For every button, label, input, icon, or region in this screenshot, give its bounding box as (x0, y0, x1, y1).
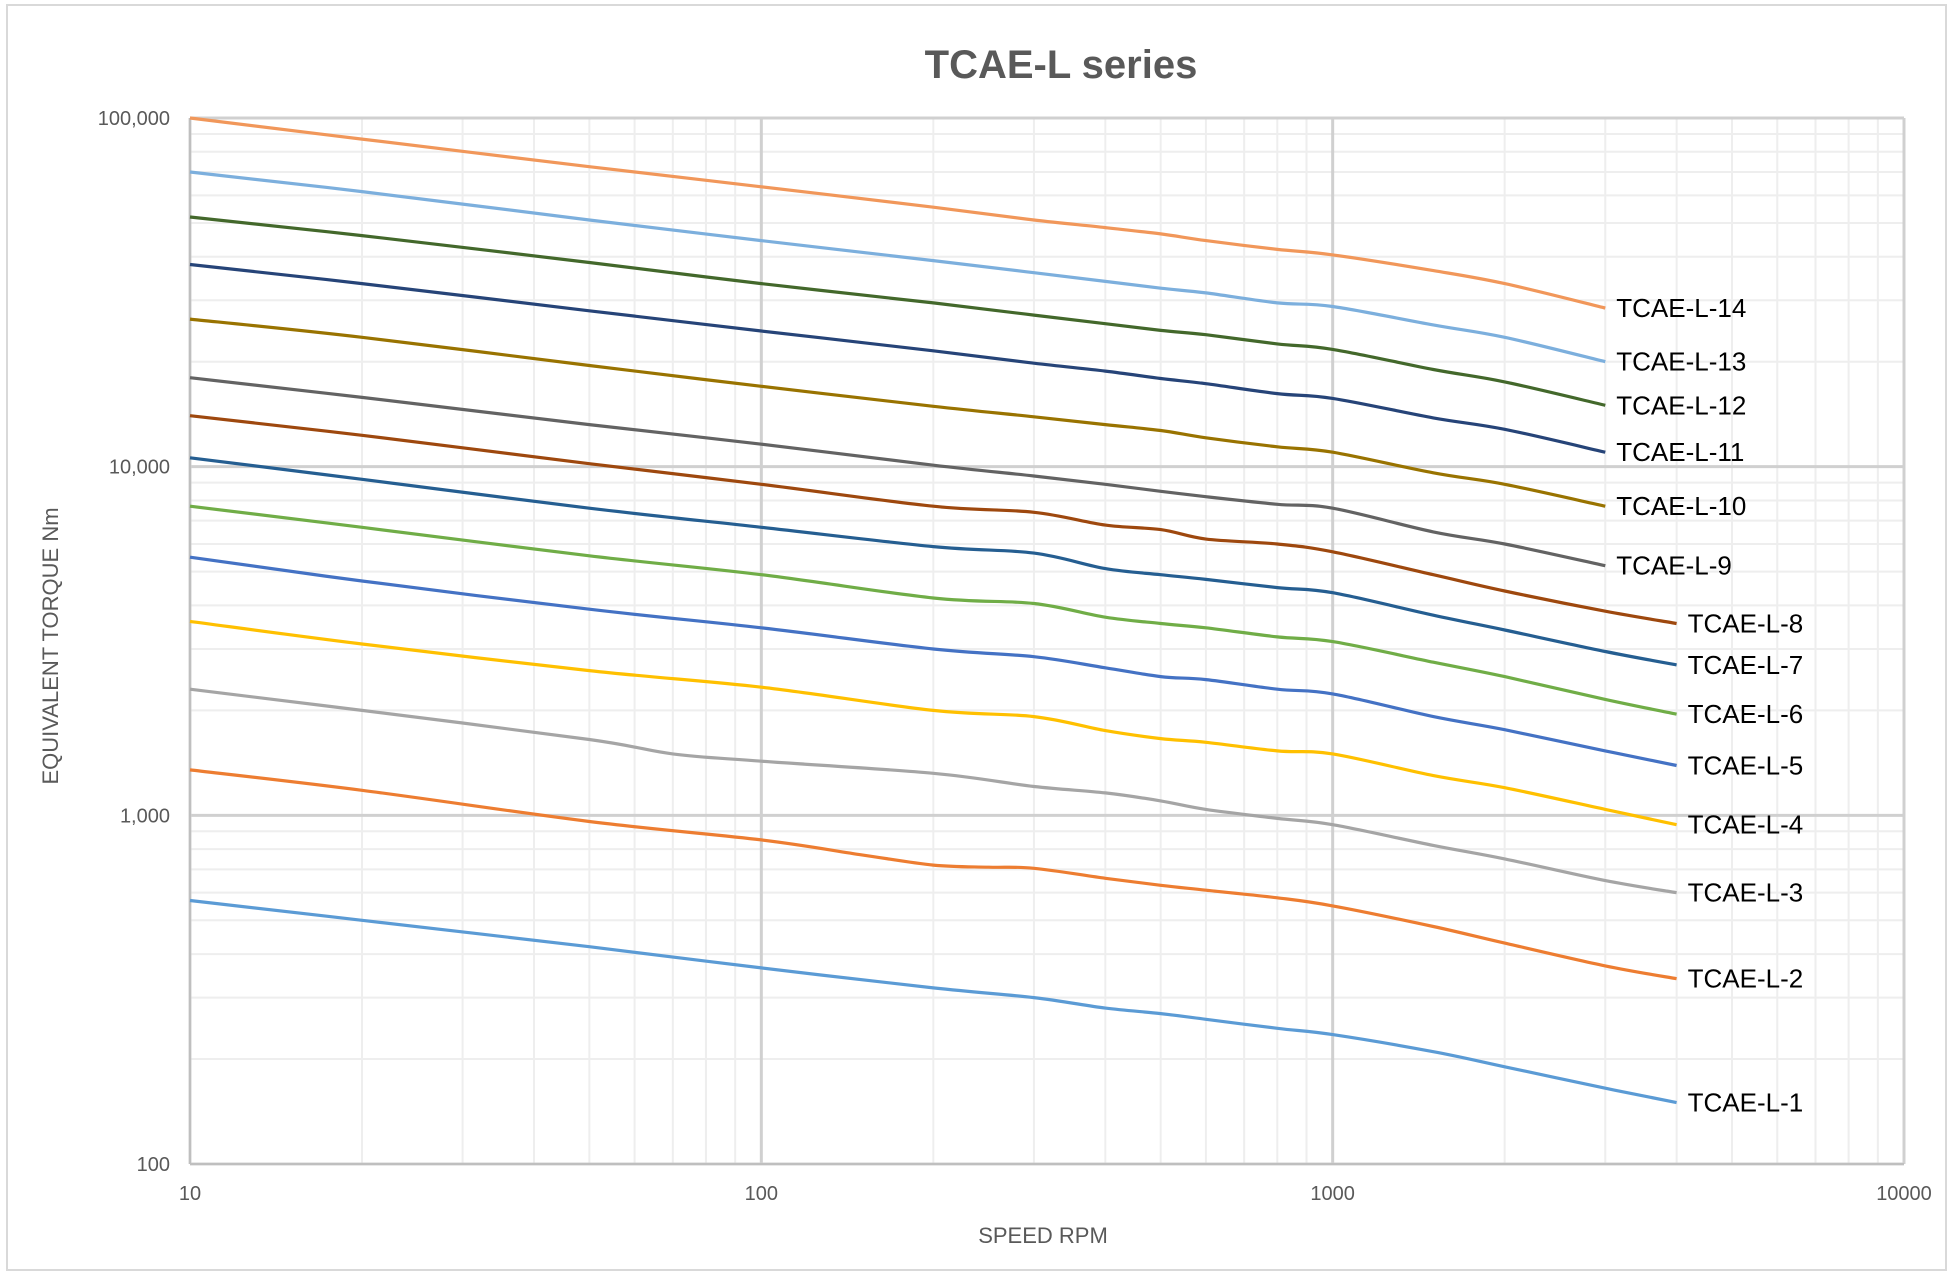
series-label-5: TCAE-L-5 (1688, 750, 1804, 780)
series-line-5 (189, 555, 1677, 768)
series-label-7: TCAE-L-7 (1688, 650, 1804, 680)
series-label-2: TCAE-L-2 (1688, 964, 1804, 994)
series-label-9: TCAE-L-9 (1616, 551, 1732, 581)
series-line-11 (189, 262, 1606, 454)
series-label-11: TCAE-L-11 (1616, 437, 1744, 467)
x-axis-title: SPEED RPM (978, 1223, 1108, 1248)
series-label-1: TCAE-L-1 (1688, 1088, 1804, 1118)
series-line-14 (189, 116, 1606, 310)
grid-layer (188, 116, 1906, 1166)
chart-frame: TCAE-L series SPEED RPM EQUIVALENT TORQU… (6, 4, 1947, 1271)
chart-title: TCAE-L series (925, 43, 1198, 87)
chart-svg: TCAE-L series SPEED RPM EQUIVALENT TORQU… (38, 43, 1932, 1248)
series-label-3: TCAE-L-3 (1688, 878, 1804, 908)
series-line-7 (189, 456, 1677, 667)
x-tick-label: 100 (745, 1183, 778, 1205)
series-line-10 (189, 317, 1606, 508)
tick-labels: 10 100 1000 10000 100 1,000 10,000 100,000 (98, 108, 1932, 1205)
x-tick-label: 10 (179, 1183, 201, 1205)
y-tick-label: 1,000 (120, 805, 170, 827)
series-line-3 (189, 687, 1677, 895)
series-label-13: TCAE-L-13 (1616, 347, 1746, 377)
series-line-8 (189, 414, 1677, 626)
series-label-12: TCAE-L-12 (1616, 390, 1746, 420)
y-tick-label: 10,000 (109, 457, 170, 479)
series-line-9 (189, 376, 1606, 568)
series-line-2 (189, 768, 1677, 981)
series-line-12 (189, 215, 1606, 407)
x-tick-label: 1000 (1310, 1183, 1355, 1205)
y-axis-title: EQUIVALENT TORQUE Nm (38, 507, 63, 784)
series-label-6: TCAE-L-6 (1688, 699, 1804, 729)
series-line-6 (189, 504, 1677, 716)
series-labels: TCAE-L-1 TCAE-L-2 TCAE-L-3 TCAE-L-4 TCAE-L-5… (1616, 293, 1803, 1118)
series-line-13 (189, 170, 1606, 364)
axis-layer (189, 118, 1904, 1165)
x-tick-label: 10000 (1876, 1183, 1932, 1205)
series-line-4 (189, 619, 1677, 827)
y-tick-label: 100 (137, 1154, 170, 1176)
series-label-8: TCAE-L-8 (1688, 608, 1804, 638)
series-lines (189, 116, 1677, 1105)
series-label-4: TCAE-L-4 (1688, 810, 1804, 840)
series-label-10: TCAE-L-10 (1616, 491, 1746, 521)
y-tick-label: 100,000 (98, 108, 170, 130)
series-line-1 (189, 898, 1677, 1105)
series-label-14: TCAE-L-14 (1616, 293, 1746, 323)
